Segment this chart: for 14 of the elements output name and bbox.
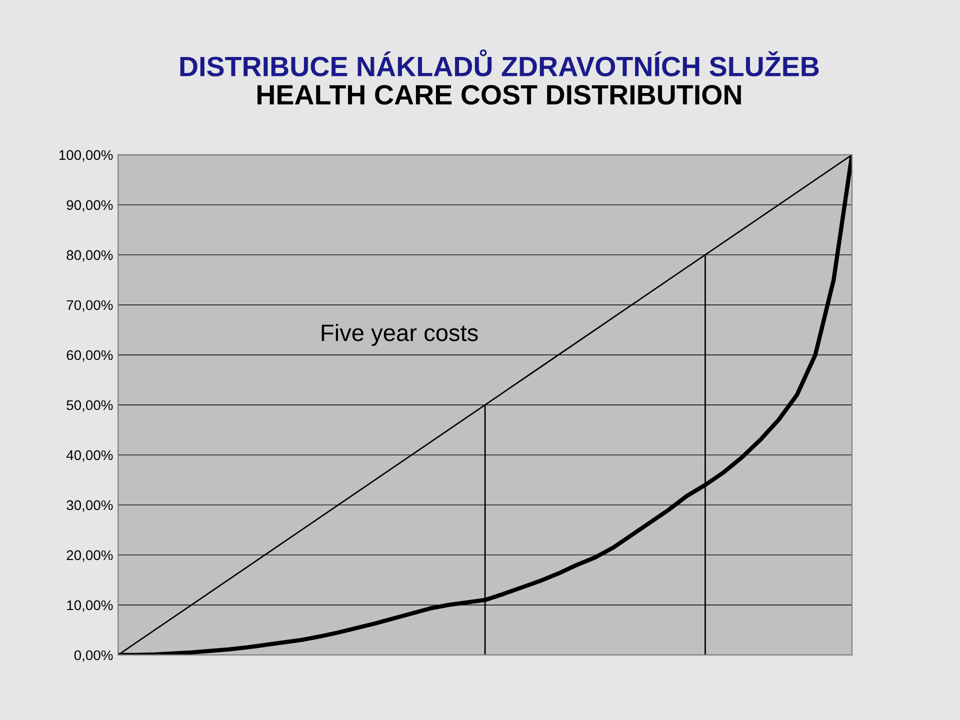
y-tick-label: 100,00%: [59, 150, 113, 162]
y-tick-label: 20,00%: [66, 550, 113, 562]
y-tick-label: 10,00%: [67, 600, 113, 612]
y-tick-label: 50,00%: [66, 400, 113, 412]
y-tick-label: 30,00%: [66, 500, 113, 512]
chart-title: DISTRIBUCE NÁKLADŮ ZDRAVOTNÍCH SLUŽEB: [180, 49, 819, 76]
y-tick-label: 40,00%: [66, 450, 113, 462]
y-tick-label: 70,00%: [66, 300, 113, 312]
annotation: Five year costs: [322, 324, 478, 346]
y-tick-label: 60,00%: [66, 350, 113, 362]
chart-subtitle: HEALTH CARE COST DISTRIBUTION: [257, 84, 741, 105]
y-tick-label: 90,00%: [66, 200, 113, 212]
y-tick-label: 80,00%: [66, 250, 113, 262]
y-tick-label: 0,00%: [74, 650, 113, 662]
